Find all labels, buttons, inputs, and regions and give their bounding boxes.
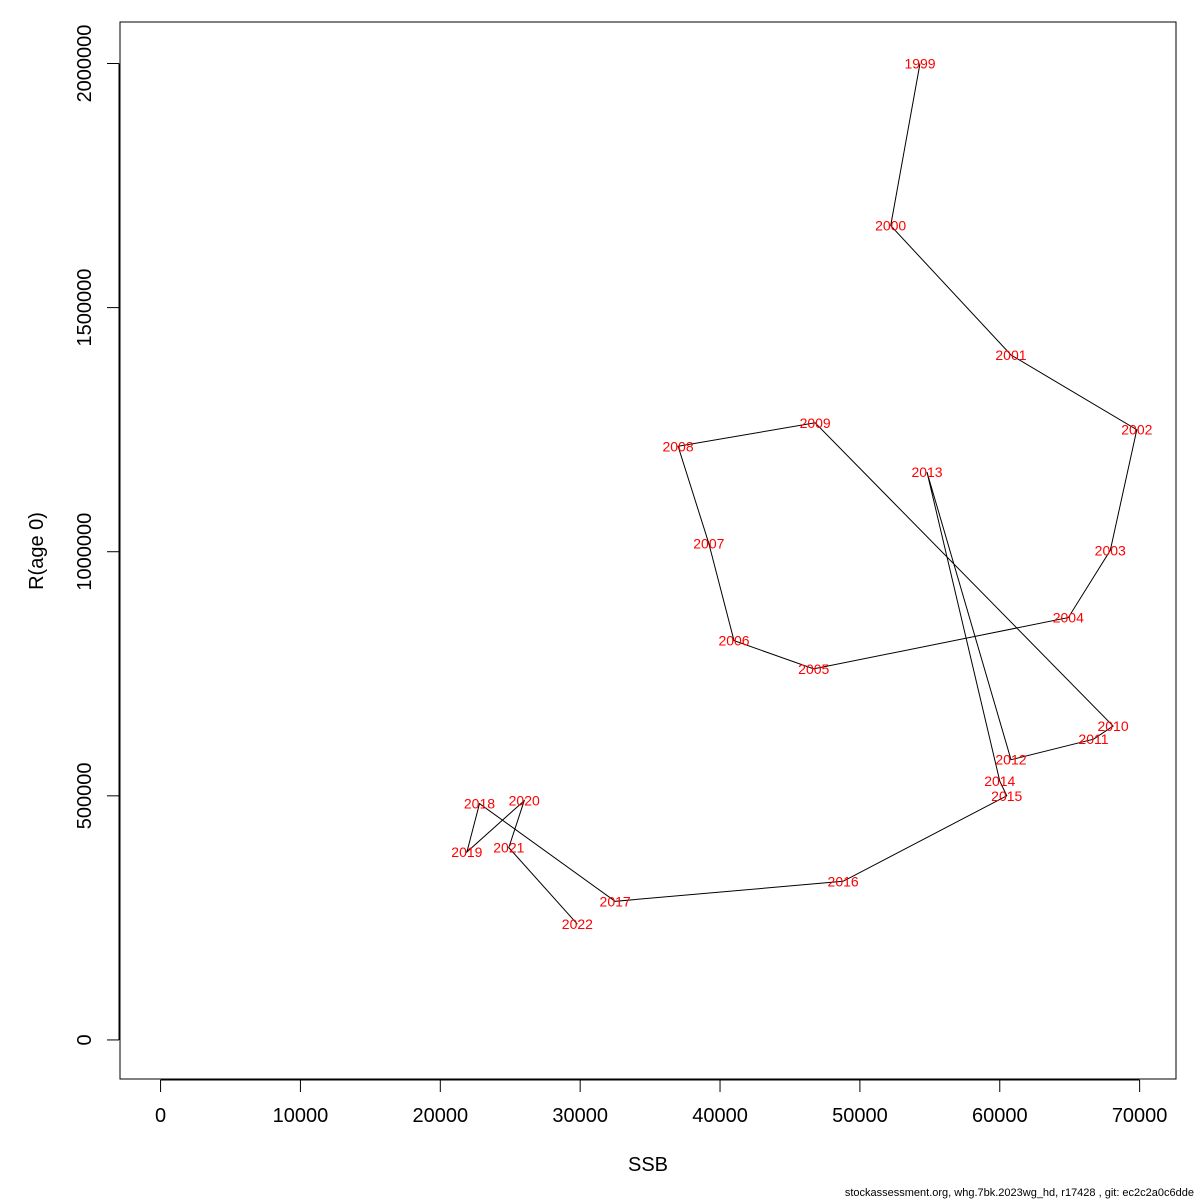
year-label-2005: 2005 <box>798 661 829 677</box>
y-tick-label: 1000000 <box>74 513 96 591</box>
year-label-2001: 2001 <box>995 347 1026 363</box>
year-labels: 1999 2000 2001 2002 2003 2004 2005 2006 2007 2008… <box>451 55 1152 932</box>
x-tick-label: 30000 <box>552 1105 608 1127</box>
year-label-2012: 2012 <box>995 752 1026 768</box>
y-tick-label: 1500000 <box>74 269 96 347</box>
year-label-2019: 2019 <box>451 844 482 860</box>
x-axis-label: SSB <box>628 1154 668 1176</box>
x-tick-label: 10000 <box>273 1105 329 1127</box>
x-tick-label: 70000 <box>1112 1105 1168 1127</box>
plot-frame <box>119 21 1177 1080</box>
footer-text: stockassessment.org, whg.7bk.2023wg_hd, … <box>845 1187 1194 1199</box>
year-label-2003: 2003 <box>1095 542 1126 558</box>
year-label-2002: 2002 <box>1121 422 1152 438</box>
x-tick-label: 40000 <box>692 1105 748 1127</box>
year-label-2011: 2011 <box>1078 731 1108 747</box>
year-label-2014: 2014 <box>984 773 1015 789</box>
x-tick-label: 60000 <box>972 1105 1028 1127</box>
y-tick-label: 0 <box>74 1034 96 1045</box>
sr-line <box>465 63 1138 925</box>
year-label-2013: 2013 <box>911 464 942 480</box>
y-tick-label: 2000000 <box>74 25 96 103</box>
year-label-2006: 2006 <box>718 633 749 649</box>
year-label-2017: 2017 <box>600 893 631 909</box>
y-axis: 0 500000 1000000 1500000 2000000 <box>74 25 120 1046</box>
series-path <box>465 63 1138 925</box>
year-label-2022: 2022 <box>562 916 593 932</box>
year-label-2004: 2004 <box>1053 610 1084 626</box>
year-label-2021: 2021 <box>493 840 524 856</box>
year-label-2010: 2010 <box>1097 718 1128 734</box>
year-label-2007: 2007 <box>693 535 724 551</box>
year-label-2020: 2020 <box>509 793 540 809</box>
x-tick-label: 20000 <box>412 1105 468 1127</box>
year-label-2016: 2016 <box>828 873 859 889</box>
x-tick-label: 50000 <box>832 1105 888 1127</box>
y-axis-label: R(age 0) <box>26 512 48 590</box>
x-axis: 0 10000 20000 30000 40000 50000 60000 70000 <box>155 1079 1168 1127</box>
year-label-2000: 2000 <box>875 218 906 234</box>
year-label-2015: 2015 <box>991 788 1022 804</box>
y-tick-label: 500000 <box>74 762 96 829</box>
year-label-2009: 2009 <box>800 415 831 431</box>
x-tick-label: 0 <box>155 1105 166 1127</box>
year-label-2008: 2008 <box>662 438 693 454</box>
year-label-1999: 1999 <box>904 55 935 71</box>
year-label-2018: 2018 <box>464 796 495 812</box>
